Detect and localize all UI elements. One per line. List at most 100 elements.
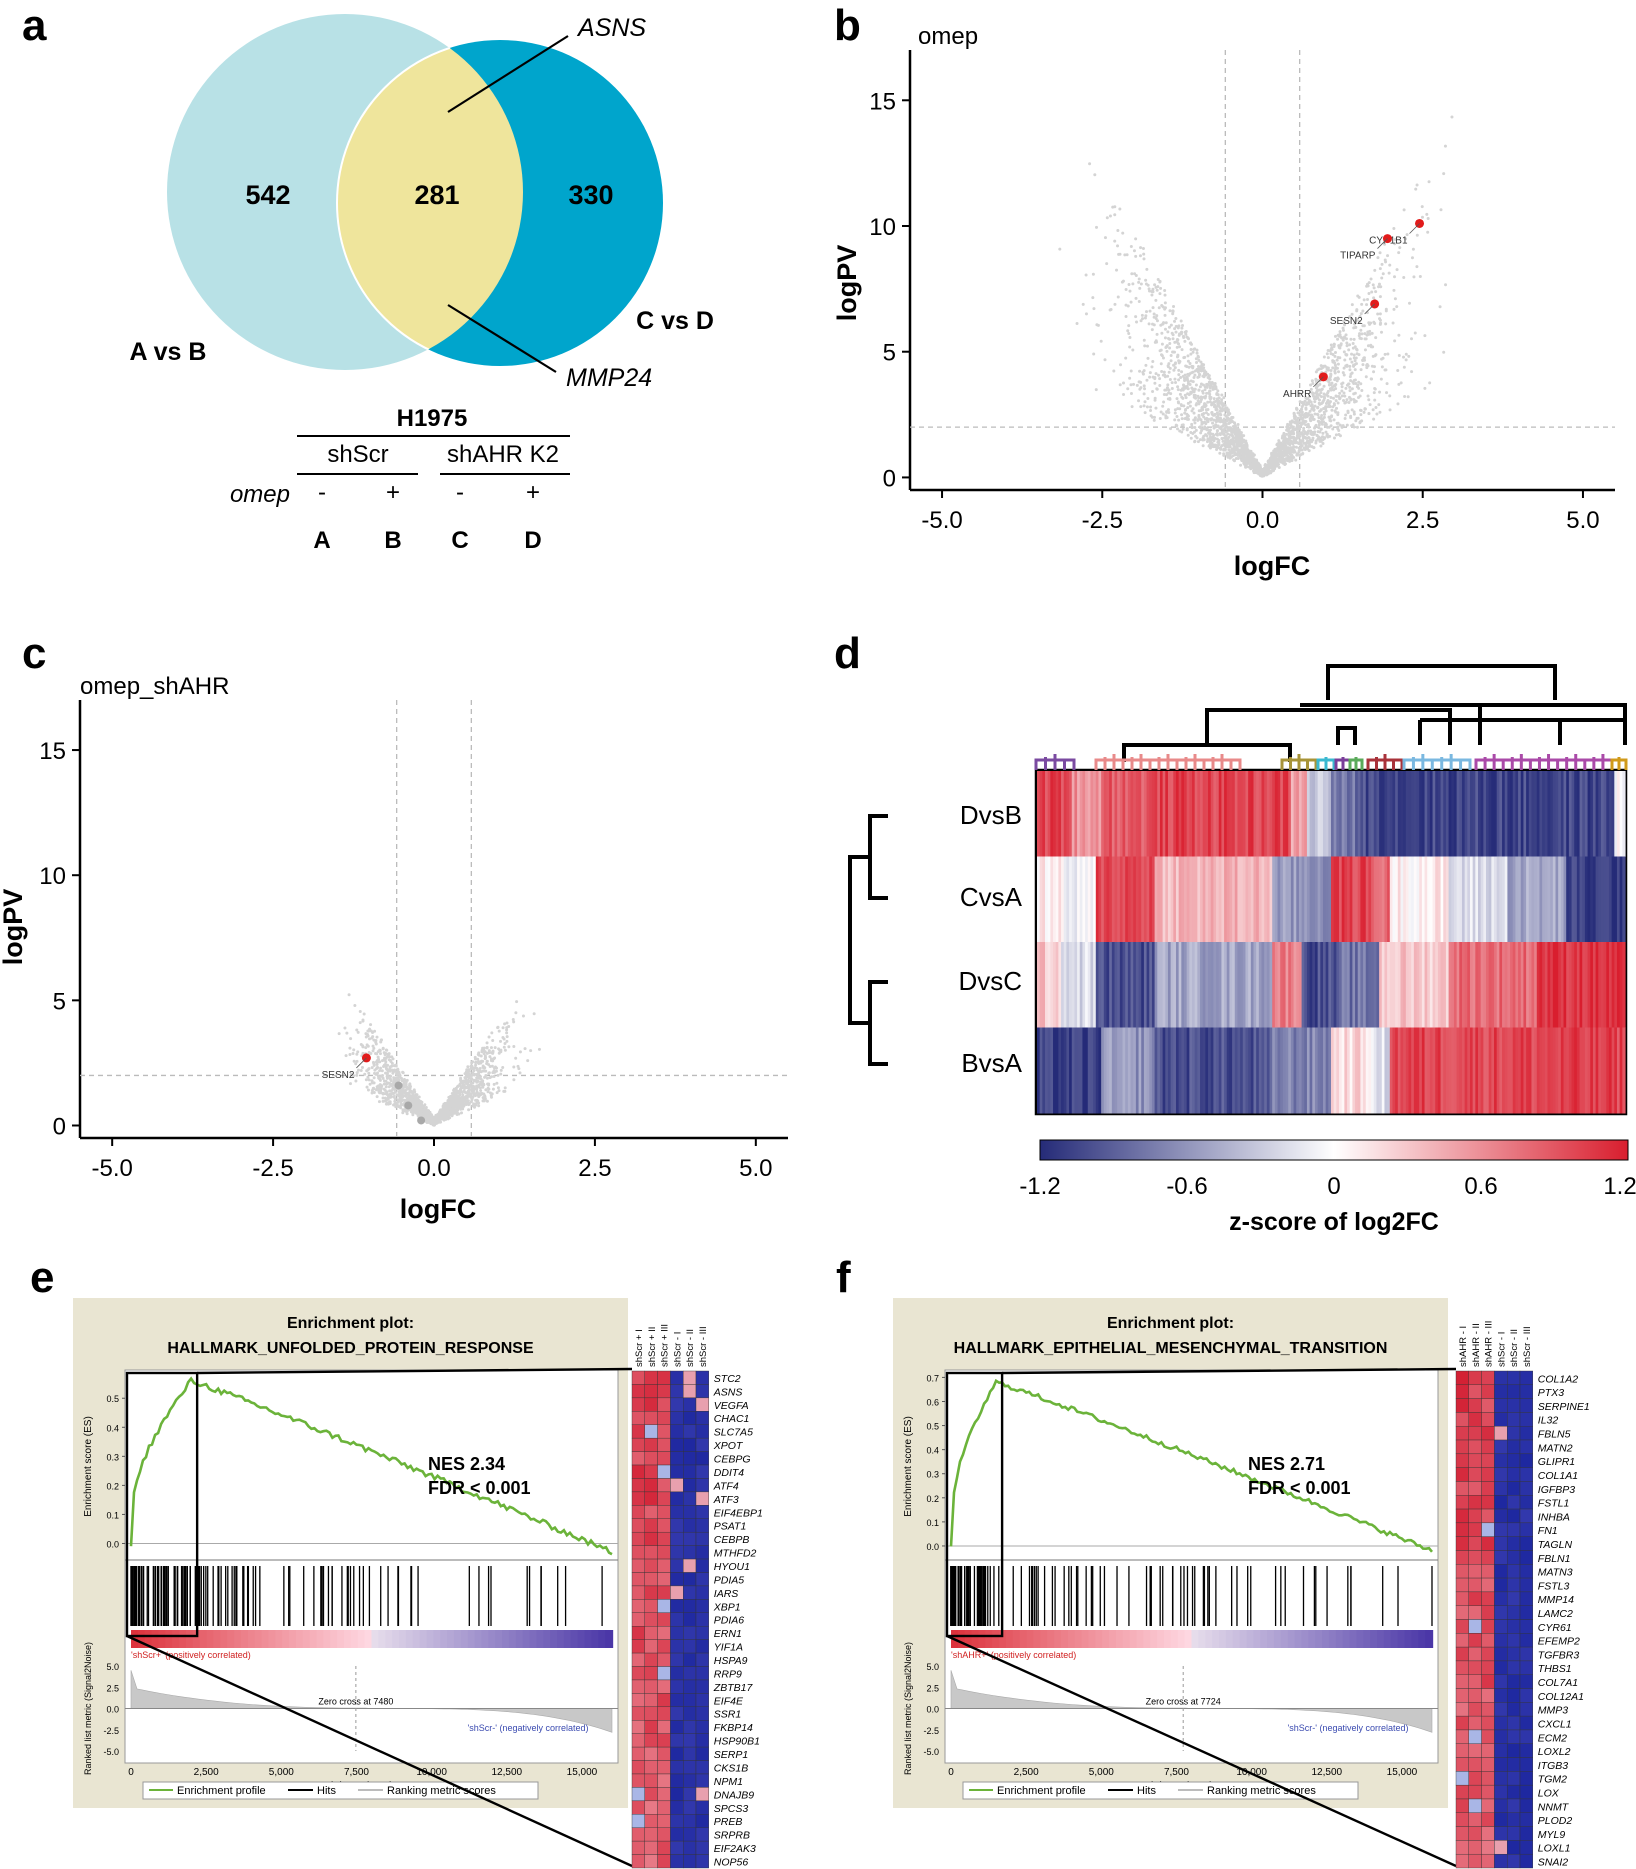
background-point bbox=[476, 1057, 480, 1061]
background-point bbox=[452, 1092, 456, 1096]
highlight-label: SESN2 bbox=[1330, 316, 1363, 327]
design-table: H1975 shScr shAHR K2 omep - + - + A B C … bbox=[230, 405, 570, 554]
heatmap-cell bbox=[1622, 856, 1626, 943]
background-point bbox=[1196, 440, 1200, 444]
background-point bbox=[1215, 392, 1219, 396]
background-point bbox=[1297, 450, 1301, 454]
background-point bbox=[1344, 413, 1348, 417]
heatmap-cell bbox=[1606, 771, 1610, 857]
background-point bbox=[1343, 394, 1347, 398]
background-point bbox=[1356, 396, 1360, 400]
background-point bbox=[1265, 470, 1269, 474]
y-tick-label: 10 bbox=[39, 863, 66, 890]
heatmap-cell bbox=[1336, 856, 1340, 943]
heatmap-cell bbox=[1045, 942, 1049, 1028]
background-point bbox=[1228, 412, 1232, 416]
heatmap-cell bbox=[1170, 771, 1174, 857]
background-point bbox=[1284, 457, 1288, 461]
background-point bbox=[1329, 343, 1333, 347]
heatmap-cell bbox=[1333, 771, 1337, 857]
background-point bbox=[1341, 371, 1345, 375]
background-point bbox=[1352, 410, 1356, 414]
heatmap-cell bbox=[1135, 856, 1140, 943]
background-point bbox=[1199, 400, 1203, 404]
background-point bbox=[1322, 384, 1326, 388]
gene-callout-line-top bbox=[447, 35, 569, 113]
heatmap-cell bbox=[1526, 856, 1530, 943]
background-point bbox=[1240, 459, 1244, 463]
background-point bbox=[1211, 421, 1215, 425]
heatmap-cell bbox=[1355, 771, 1359, 857]
background-point bbox=[384, 1071, 388, 1075]
background-point bbox=[1415, 233, 1419, 237]
background-point bbox=[450, 1107, 454, 1111]
background-point bbox=[1293, 415, 1297, 419]
heatmap-cell bbox=[1050, 856, 1054, 943]
background-point bbox=[1247, 450, 1251, 454]
heatmap-cell bbox=[1087, 856, 1092, 943]
background-point bbox=[1378, 295, 1382, 299]
background-point bbox=[391, 1086, 395, 1090]
heatmap-cell bbox=[1579, 856, 1583, 943]
background-point bbox=[1335, 379, 1339, 383]
background-point bbox=[452, 1088, 456, 1092]
heatmap-cell bbox=[1045, 856, 1049, 943]
background-point bbox=[466, 1082, 470, 1086]
heatmap-cell bbox=[1127, 856, 1132, 943]
background-point bbox=[1284, 437, 1288, 441]
background-point bbox=[488, 1076, 492, 1080]
background-point bbox=[364, 1078, 368, 1082]
heatmap-cell bbox=[1448, 856, 1452, 943]
background-point bbox=[1163, 313, 1167, 317]
background-point bbox=[393, 1069, 397, 1073]
background-point bbox=[474, 1063, 478, 1067]
background-point bbox=[389, 1074, 393, 1078]
heatmap-cell bbox=[1502, 771, 1506, 857]
heatmap-cell bbox=[1197, 771, 1201, 857]
background-point bbox=[1402, 365, 1406, 369]
background-point bbox=[1333, 361, 1337, 365]
background-point bbox=[479, 1061, 483, 1065]
background-point bbox=[465, 1096, 469, 1100]
background-point bbox=[1423, 334, 1427, 338]
background-point bbox=[467, 1089, 471, 1093]
background-point bbox=[1167, 370, 1171, 374]
heatmap-cell bbox=[1143, 771, 1148, 857]
heatmap-cell bbox=[1039, 771, 1043, 857]
heatmap-cell bbox=[1242, 856, 1247, 943]
background-point bbox=[1232, 459, 1236, 463]
heatmap-cell bbox=[1355, 856, 1359, 943]
background-point bbox=[523, 1047, 527, 1051]
background-point bbox=[1151, 306, 1155, 310]
background-point bbox=[1338, 396, 1342, 400]
background-point bbox=[1369, 377, 1373, 381]
background-point bbox=[473, 1066, 477, 1070]
background-point bbox=[459, 1104, 463, 1108]
background-point bbox=[1127, 332, 1131, 336]
background-point bbox=[1350, 312, 1354, 316]
background-point bbox=[1218, 446, 1222, 450]
background-point bbox=[470, 1085, 474, 1089]
heatmap-cell bbox=[1111, 856, 1116, 943]
background-point bbox=[507, 1045, 511, 1049]
background-point bbox=[518, 1071, 522, 1075]
background-point bbox=[503, 1022, 507, 1026]
background-point bbox=[365, 1085, 369, 1089]
background-point bbox=[1135, 383, 1139, 387]
background-point bbox=[1372, 370, 1376, 374]
background-point bbox=[349, 1072, 353, 1076]
background-point bbox=[452, 1095, 456, 1099]
background-point bbox=[1243, 462, 1247, 466]
heatmap-cell bbox=[1502, 856, 1506, 943]
cluster-cap bbox=[1334, 757, 1352, 770]
x-tick-label: -5.0 bbox=[92, 1155, 133, 1182]
background-point bbox=[1428, 381, 1432, 385]
heatmap-cell bbox=[1055, 771, 1059, 857]
background-point bbox=[512, 1065, 516, 1069]
background-point bbox=[1300, 410, 1304, 414]
heatmap-cell bbox=[1117, 856, 1121, 943]
heatmap-row-label-bvsa: BvsA bbox=[961, 1048, 1022, 1078]
background-point bbox=[486, 1090, 490, 1094]
colorbar-label: z-score of log2FC bbox=[1229, 1208, 1439, 1236]
cluster-caps bbox=[1034, 754, 1628, 770]
